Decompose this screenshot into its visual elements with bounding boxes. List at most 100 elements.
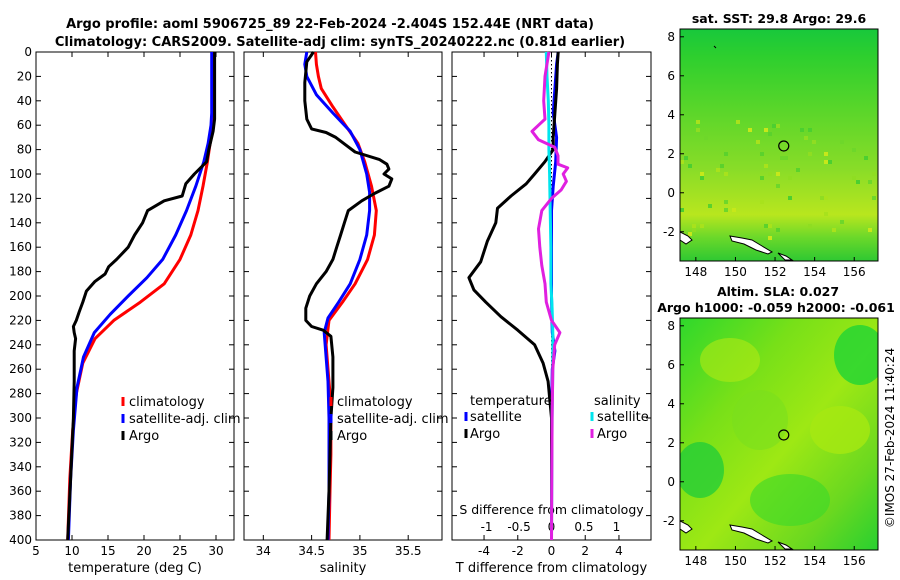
temperature-xtick-label: 20 — [136, 544, 151, 558]
salinity-legend-label: climatology — [337, 395, 413, 410]
depth-tick-label: 280 — [9, 387, 32, 401]
depth-tick-label: 80 — [17, 143, 32, 157]
s-difference-tick-label: -1 — [481, 520, 493, 534]
legend-salinity-title: salinity — [594, 394, 641, 409]
sst-map-pixel — [700, 172, 704, 176]
depth-tick-label: 380 — [9, 509, 32, 523]
sst-map-pixel — [696, 128, 700, 132]
sst-map-pixel — [736, 120, 740, 124]
temperature-line-satellite-adj-clim — [66, 52, 214, 541]
differences-xtick-label: 2 — [581, 544, 589, 558]
sla_map-ytick-label: 8 — [667, 319, 675, 333]
sst-map-pixel — [764, 224, 768, 228]
legend-salinity-label: Argo — [597, 427, 627, 442]
sst-map — [679, 28, 879, 262]
differences-xtick-label: -4 — [478, 544, 490, 558]
sla_map-ytick-label: -2 — [663, 514, 675, 528]
sla-map — [679, 317, 879, 551]
sst-map-pixel — [856, 180, 860, 184]
sst_map-xtick-label: 152 — [764, 265, 787, 279]
sla-map-title: Altim. SLA: 0.027 — [717, 284, 839, 299]
sst_map-ytick-label: 6 — [667, 69, 675, 83]
temperature-line-argo — [66, 52, 217, 541]
sst_map-ytick-label: -2 — [663, 225, 675, 239]
sst_map-axes: 148 150 152 154 156 -2 0 2 4 6 8 — [663, 30, 866, 279]
salinity-line-satellite-adj-clim — [303, 51, 372, 541]
sst-map-pixel — [768, 172, 772, 176]
differences-xtick-label: 0 — [548, 544, 556, 558]
sst-map-pixel — [804, 136, 808, 140]
sst-map-pixel — [796, 168, 800, 172]
sst-map-pixel — [868, 180, 872, 184]
sst-map-pixel — [720, 164, 724, 168]
legend-temperature-title: temperature — [470, 394, 552, 409]
sst-map-pixel — [748, 128, 752, 132]
sst-map-pixel — [772, 124, 776, 128]
sla-map-subtitle: Argo h1000: -0.059 h2000: -0.061 — [657, 300, 895, 315]
sst-map-pixel — [776, 228, 780, 232]
differences-xtick-label: -2 — [512, 544, 524, 558]
sst-map-pixel — [776, 184, 780, 188]
temperature-legend-label: climatology — [129, 395, 205, 410]
sst_map-ytick-label: 4 — [667, 108, 675, 122]
sla_map-axes: 148 150 152 154 156 -2 0 2 4 6 8 — [663, 319, 866, 568]
depth-tick-label: 260 — [9, 362, 32, 376]
sst-map-pixel — [780, 156, 784, 160]
sst-map-pixel — [824, 160, 828, 164]
sst-map-pixel — [760, 176, 764, 180]
sst-map-pixel — [684, 156, 688, 160]
temperature-legend-label: satellite-adj. clim — [129, 412, 241, 427]
sla-map-blotches — [680, 325, 878, 526]
depth-tick-label: 160 — [9, 240, 32, 254]
sst-map-title: sat. SST: 29.8 Argo: 29.6 — [692, 11, 867, 26]
panel-temperature: 5 10 15 20 25 3002040608010012014016018020022… — [9, 45, 241, 576]
salinity-legend-label: satellite-adj. clim — [337, 412, 449, 427]
differences-line-temperature-argo — [467, 51, 560, 540]
sst_map-xtick-label: 150 — [724, 265, 747, 279]
figure-title-line2: Climatology: CARS2009. Satellite-adj cli… — [55, 35, 625, 50]
sla-map-coastline — [680, 520, 794, 550]
sst-map-pixel — [724, 200, 728, 204]
sst-map-pixel — [768, 236, 772, 240]
sst-map-pixel — [704, 136, 708, 140]
sst-map-coastline — [680, 45, 794, 261]
sst-map-pixel — [824, 152, 828, 156]
sst-map-pixel — [688, 232, 692, 236]
sst-map-pixel — [716, 168, 720, 172]
depth-tick-label: 240 — [9, 338, 32, 352]
sst-map-pixel — [764, 128, 768, 132]
sst-map-pixels — [680, 120, 876, 240]
depth-tick-label: 140 — [9, 216, 32, 230]
legend-salinity-label: satellite — [597, 410, 649, 425]
sst-map-pixel — [872, 172, 876, 176]
sst-map-pixel — [756, 140, 760, 144]
sst-map-pixel — [692, 228, 696, 232]
sst-map-pixel — [788, 176, 792, 180]
salinity-legend-label: Argo — [337, 429, 367, 444]
depth-tick-label: 60 — [17, 118, 32, 132]
s-difference-tick-label: -0.5 — [507, 520, 530, 534]
sst_map-xtick-label: 156 — [843, 265, 866, 279]
sst-map-pixel — [852, 148, 856, 152]
temperature-xtick-label: 30 — [208, 544, 223, 558]
sst-map-pixel — [784, 156, 788, 160]
sst-map-pixel — [692, 224, 696, 228]
sla_map-ytick-label: 2 — [667, 436, 675, 450]
depth-tick-label: 180 — [9, 265, 32, 279]
sst-map-pixel — [828, 160, 832, 164]
sla_map-ytick-label: 6 — [667, 358, 675, 372]
sst-map-pixel — [824, 196, 828, 200]
sst-map-pixel — [760, 152, 764, 156]
panel-salinity: 34 34.5 35 35.5 salinity climatology satellite… — [243, 51, 449, 576]
temperature-legend-label: Argo — [129, 429, 159, 444]
sst-map-pixel — [764, 164, 768, 168]
sst-map-pixel — [832, 228, 836, 232]
sst-map-pixel — [840, 220, 844, 224]
sst-map-pixel — [768, 132, 772, 136]
sst-map-pixel — [840, 140, 844, 144]
sst-map-pixel — [724, 172, 728, 176]
differences-xlabel: T difference from climatology — [455, 561, 648, 576]
temperature-xtick-label: 25 — [172, 544, 187, 558]
sst-map-pixel — [732, 208, 736, 212]
